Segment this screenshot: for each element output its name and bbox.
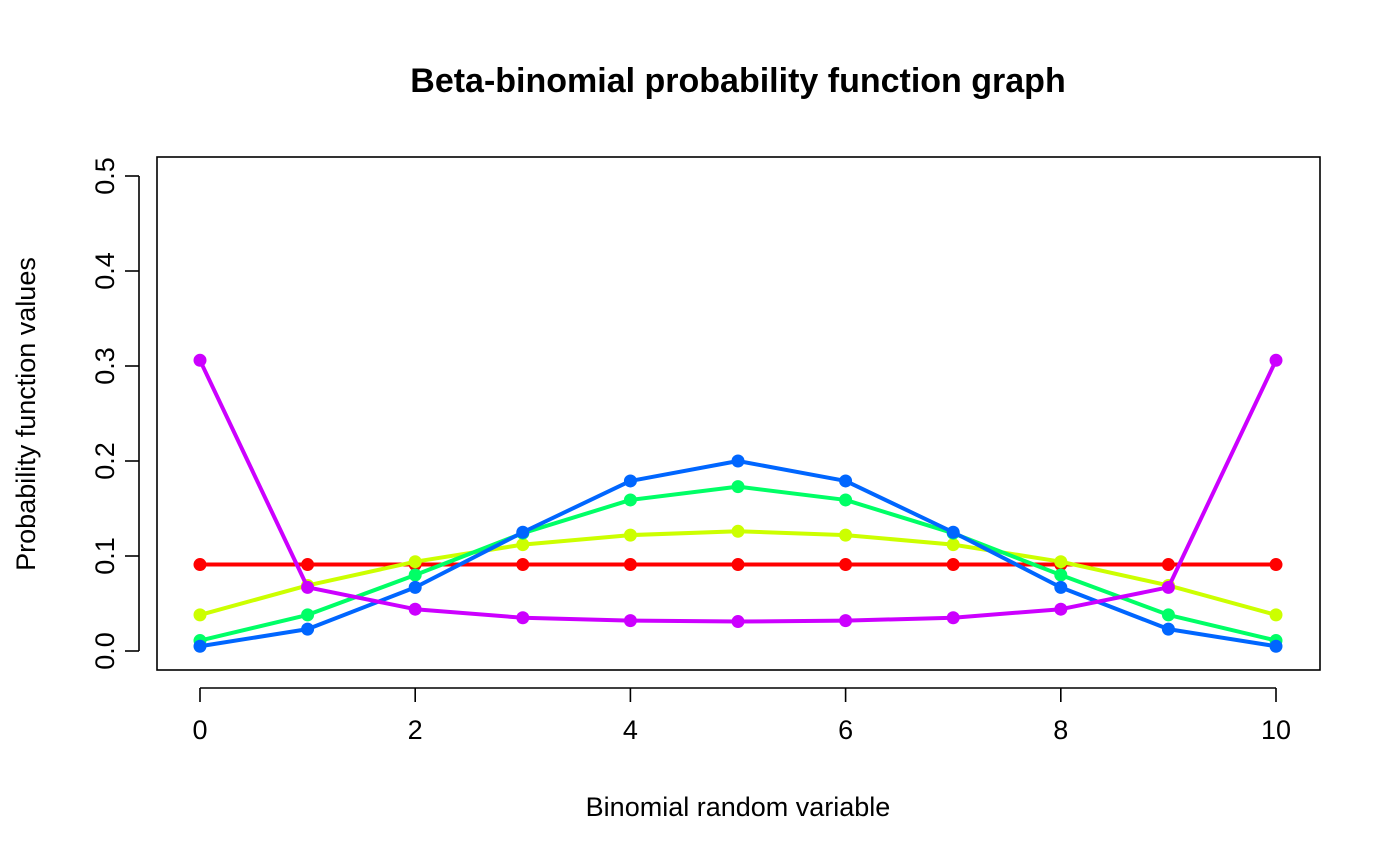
series-3: [193, 480, 1283, 648]
data-point: [1161, 608, 1175, 622]
data-point: [623, 558, 637, 572]
data-point: [839, 528, 853, 542]
x-axis: 0 2 4 6 8 10: [192, 687, 1291, 745]
y-tick-label: 0.2: [90, 442, 120, 480]
data-point: [839, 558, 853, 572]
data-point: [301, 608, 315, 622]
data-point: [1054, 602, 1068, 616]
y-tick-label: 0.0: [90, 632, 120, 670]
data-point: [623, 474, 637, 488]
x-axis-label: Binomial random variable: [586, 792, 891, 822]
data-point: [408, 555, 422, 569]
data-point: [193, 639, 207, 653]
x-tick-label: 8: [1053, 715, 1068, 745]
data-point: [1161, 580, 1175, 594]
data-point: [731, 615, 745, 629]
data-point: [193, 353, 207, 367]
data-point: [623, 493, 637, 507]
data-point: [516, 611, 530, 625]
data-point: [839, 474, 853, 488]
y-tick-label: 0.1: [90, 537, 120, 575]
data-point: [1054, 568, 1068, 582]
data-point: [946, 558, 960, 572]
data-point: [839, 614, 853, 628]
data-point: [1269, 639, 1283, 653]
data-point: [1161, 622, 1175, 636]
y-tick-label: 0.4: [90, 252, 120, 290]
data-point: [731, 480, 745, 494]
data-point: [1054, 580, 1068, 594]
x-tick-label: 10: [1261, 715, 1291, 745]
x-tick-label: 6: [838, 715, 853, 745]
y-axis: 0.0 0.1 0.2 0.3 0.4 0.5: [90, 157, 140, 670]
series-5: [193, 353, 1283, 629]
data-point: [301, 558, 315, 572]
data-point: [193, 558, 207, 572]
data-point: [516, 525, 530, 539]
chart-title: Beta-binomial probability function graph: [410, 62, 1065, 100]
data-point: [301, 580, 315, 594]
data-point: [731, 558, 745, 572]
data-point: [731, 524, 745, 538]
data-point: [946, 611, 960, 625]
data-point: [408, 568, 422, 582]
data-point: [516, 538, 530, 552]
data-point: [1161, 558, 1175, 572]
data-point: [731, 454, 745, 468]
series-layer: [193, 353, 1283, 653]
data-point: [1269, 353, 1283, 367]
y-tick-label: 0.5: [90, 157, 120, 195]
x-tick-label: 4: [623, 715, 638, 745]
data-point: [301, 622, 315, 636]
y-tick-label: 0.3: [90, 347, 120, 385]
plot-frame: [156, 156, 1321, 671]
data-point: [1054, 555, 1068, 569]
data-point: [946, 525, 960, 539]
data-point: [946, 538, 960, 552]
data-point: [516, 558, 530, 572]
data-point: [839, 493, 853, 507]
y-axis-label: Probability function values: [11, 257, 41, 571]
data-point: [408, 602, 422, 616]
data-point: [193, 608, 207, 622]
data-point: [1269, 558, 1283, 572]
x-tick-label: 2: [408, 715, 423, 745]
x-tick-label: 0: [192, 715, 207, 745]
data-point: [408, 580, 422, 594]
data-point: [1269, 608, 1283, 622]
data-point: [623, 528, 637, 542]
data-point: [623, 614, 637, 628]
